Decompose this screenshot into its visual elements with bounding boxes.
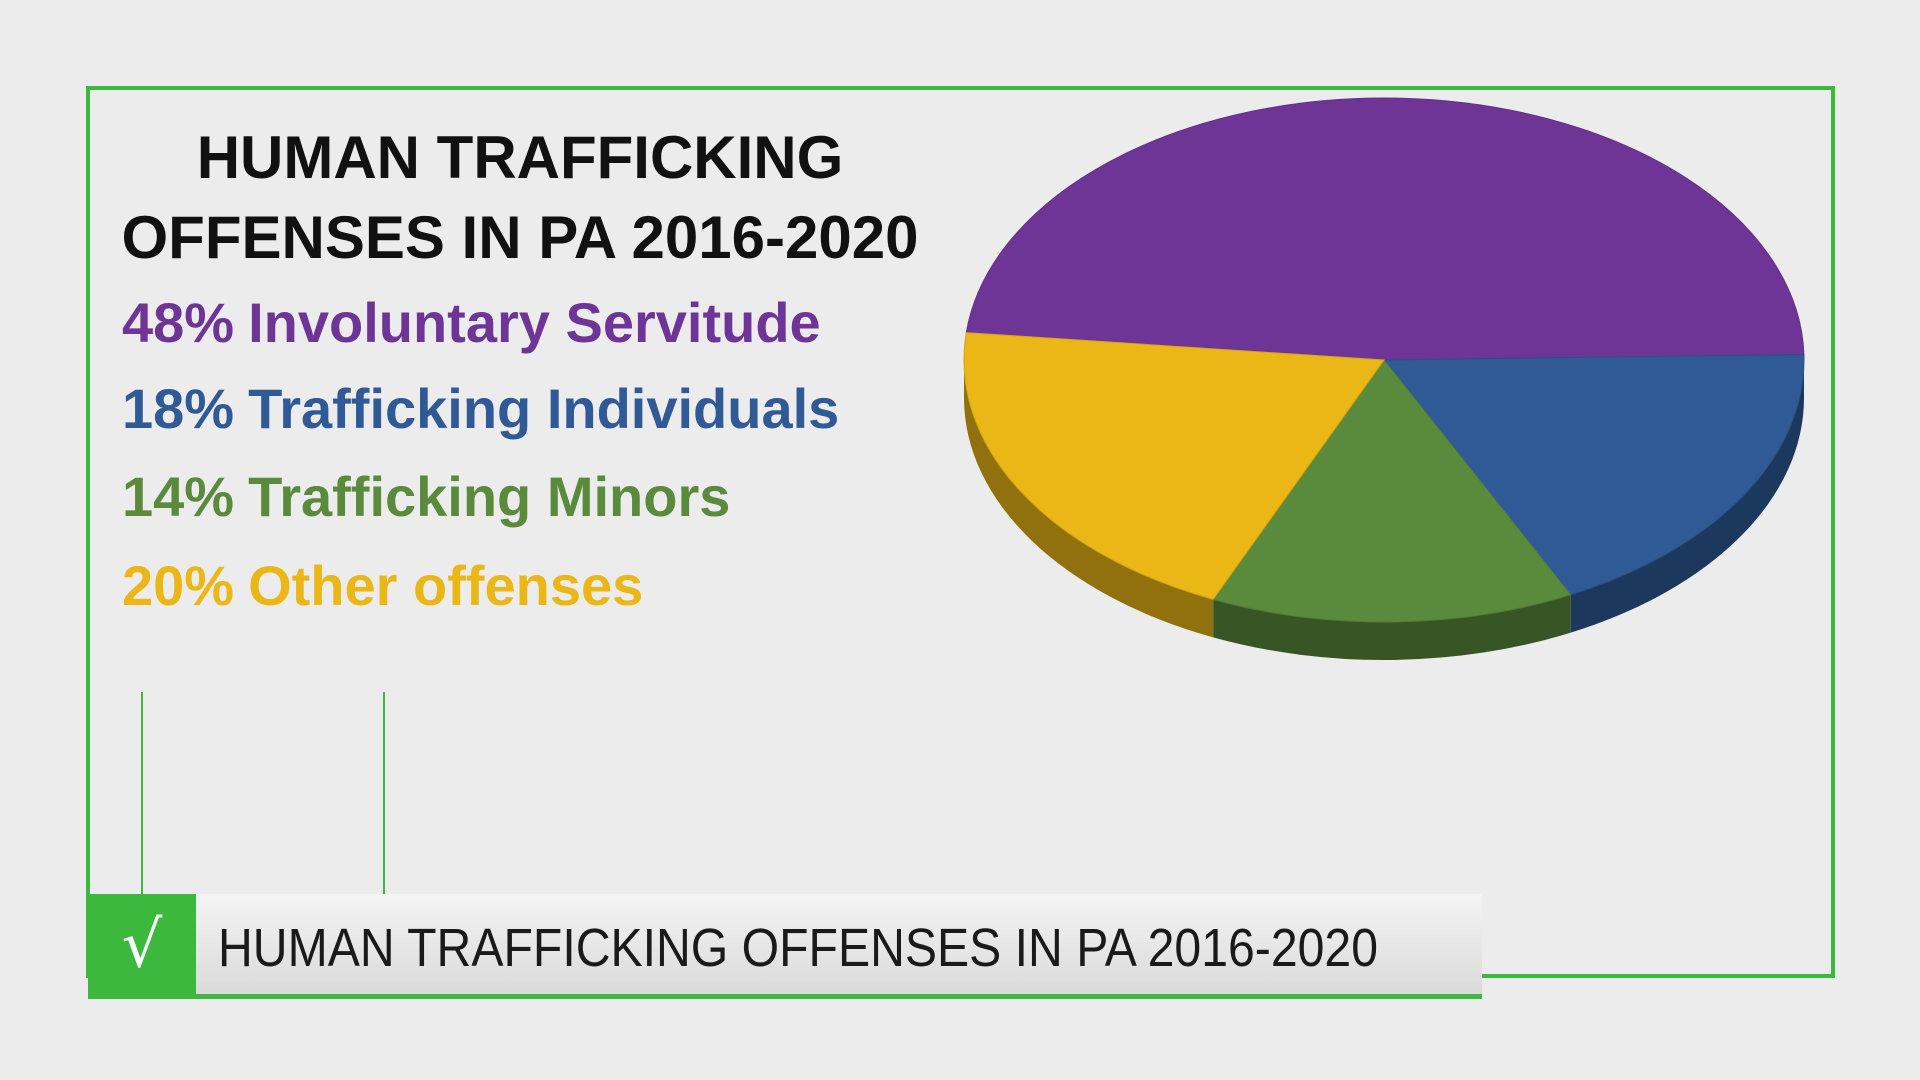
check-icon: √ — [122, 909, 163, 983]
legend-value: 14% — [122, 465, 235, 528]
legend-label: Trafficking Individuals — [248, 377, 840, 440]
legend-item: 18% Trafficking Individuals — [122, 376, 839, 441]
legend-label: Trafficking Minors — [248, 465, 731, 528]
pie-slice — [965, 97, 1805, 361]
banner-underline — [88, 994, 1482, 999]
legend-value: 18% — [122, 377, 235, 440]
slice-side — [1570, 360, 1804, 633]
check-box — [88, 894, 196, 999]
banner-bar — [88, 894, 1482, 998]
banner-text: HUMAN TRAFFICKING OFFENSES IN PA 2016-20… — [218, 918, 1378, 978]
legend-label: Other offenses — [248, 554, 644, 617]
pie-slice — [963, 332, 1385, 600]
pie-slice — [1212, 359, 1572, 623]
legend-value: 48% — [122, 291, 235, 354]
legend-label: Involuntary Servitude — [248, 291, 821, 354]
slice-side — [964, 360, 1214, 638]
legend-item: 48% Involuntary Servitude — [122, 290, 821, 355]
chart-title: HUMAN TRAFFICKING OFFENSES IN PA 2016-20… — [121, 124, 919, 271]
legend-item: 20% Other offenses — [122, 553, 643, 618]
pie-slice — [1382, 354, 1805, 596]
legend-item: 14% Trafficking Minors — [122, 464, 730, 529]
legend-value: 20% — [122, 554, 235, 617]
slice-side — [1213, 594, 1571, 661]
